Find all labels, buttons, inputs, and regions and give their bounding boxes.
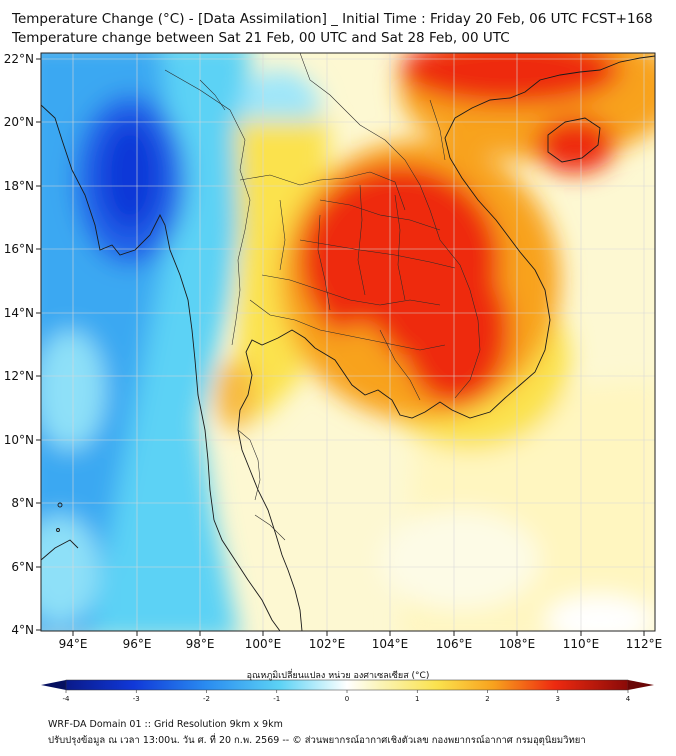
admin-borders [164, 53, 481, 541]
colorbar-tick-label: -3 [133, 695, 140, 703]
map-subtitle: Temperature change between Sat 21 Feb, 0… [12, 30, 510, 46]
colorbar-tick-label: 0 [345, 695, 349, 703]
lon-label: 110°E [563, 637, 600, 651]
lon-label: 104°E [372, 637, 409, 651]
lat-label: 4°N [11, 623, 34, 637]
colorbar-tick-label: 2 [485, 695, 489, 703]
lat-label: 12°N [4, 369, 34, 383]
colorbar-ticks: -4 -3 -2 -1 0 1 2 3 4 [63, 690, 631, 703]
model-info: WRF-DA Domain 01 :: Grid Resolution 9km … [48, 719, 283, 730]
lat-label: 14°N [4, 306, 34, 320]
lon-label: 96°E [123, 637, 152, 651]
colorbar-label: อุณหภูมิเปลี่ยนแปลง หน่วย องศาเซลเซียส (… [246, 671, 430, 681]
lat-label: 18°N [4, 179, 34, 193]
colorbar-tick-label: 4 [626, 695, 631, 703]
lat-label: 10°N [4, 433, 34, 447]
latitude-labels: 22°N 20°N 18°N 16°N 14°N 12°N 10°N 8°N 6… [4, 52, 34, 637]
lon-label: 108°E [499, 637, 536, 651]
lat-label: 22°N [4, 52, 34, 66]
colorbar-min-arrow [41, 680, 66, 690]
map-frame [40, 52, 656, 632]
graticule [41, 53, 655, 631]
colorbar-tick-label: -4 [63, 695, 71, 703]
lat-label: 6°N [11, 560, 34, 574]
colorbar-max-arrow [628, 680, 654, 690]
update-credit: ปรับปรุงข้อมูล ณ เวลา 13:00น. วัน ศ. ที่… [48, 735, 586, 746]
colorbar-tick-label: -1 [273, 695, 280, 703]
lon-label: 100°E [245, 637, 282, 651]
lon-label: 98°E [186, 637, 215, 651]
lon-label: 106°E [436, 637, 473, 651]
lon-label: 102°E [309, 637, 346, 651]
colorbar-tick-label: 1 [415, 695, 419, 703]
lon-label: 94°E [59, 637, 88, 651]
lat-label: 20°N [4, 115, 34, 129]
lon-label: 112°E [626, 637, 663, 651]
colorbar-tick-label: 3 [556, 695, 560, 703]
map-title: Temperature Change (°C) - [Data Assimila… [12, 11, 653, 27]
lat-label: 8°N [11, 496, 34, 510]
temperature-field [41, 53, 655, 631]
axis-ticks [36, 58, 645, 636]
longitude-labels: 94°E 96°E 98°E 100°E 102°E 104°E 106°E 1… [59, 637, 663, 651]
colorbar: -4 -3 -2 -1 0 1 2 3 4 [41, 679, 654, 703]
colorbar-tick-label: -2 [203, 695, 210, 703]
lat-label: 16°N [4, 242, 34, 256]
